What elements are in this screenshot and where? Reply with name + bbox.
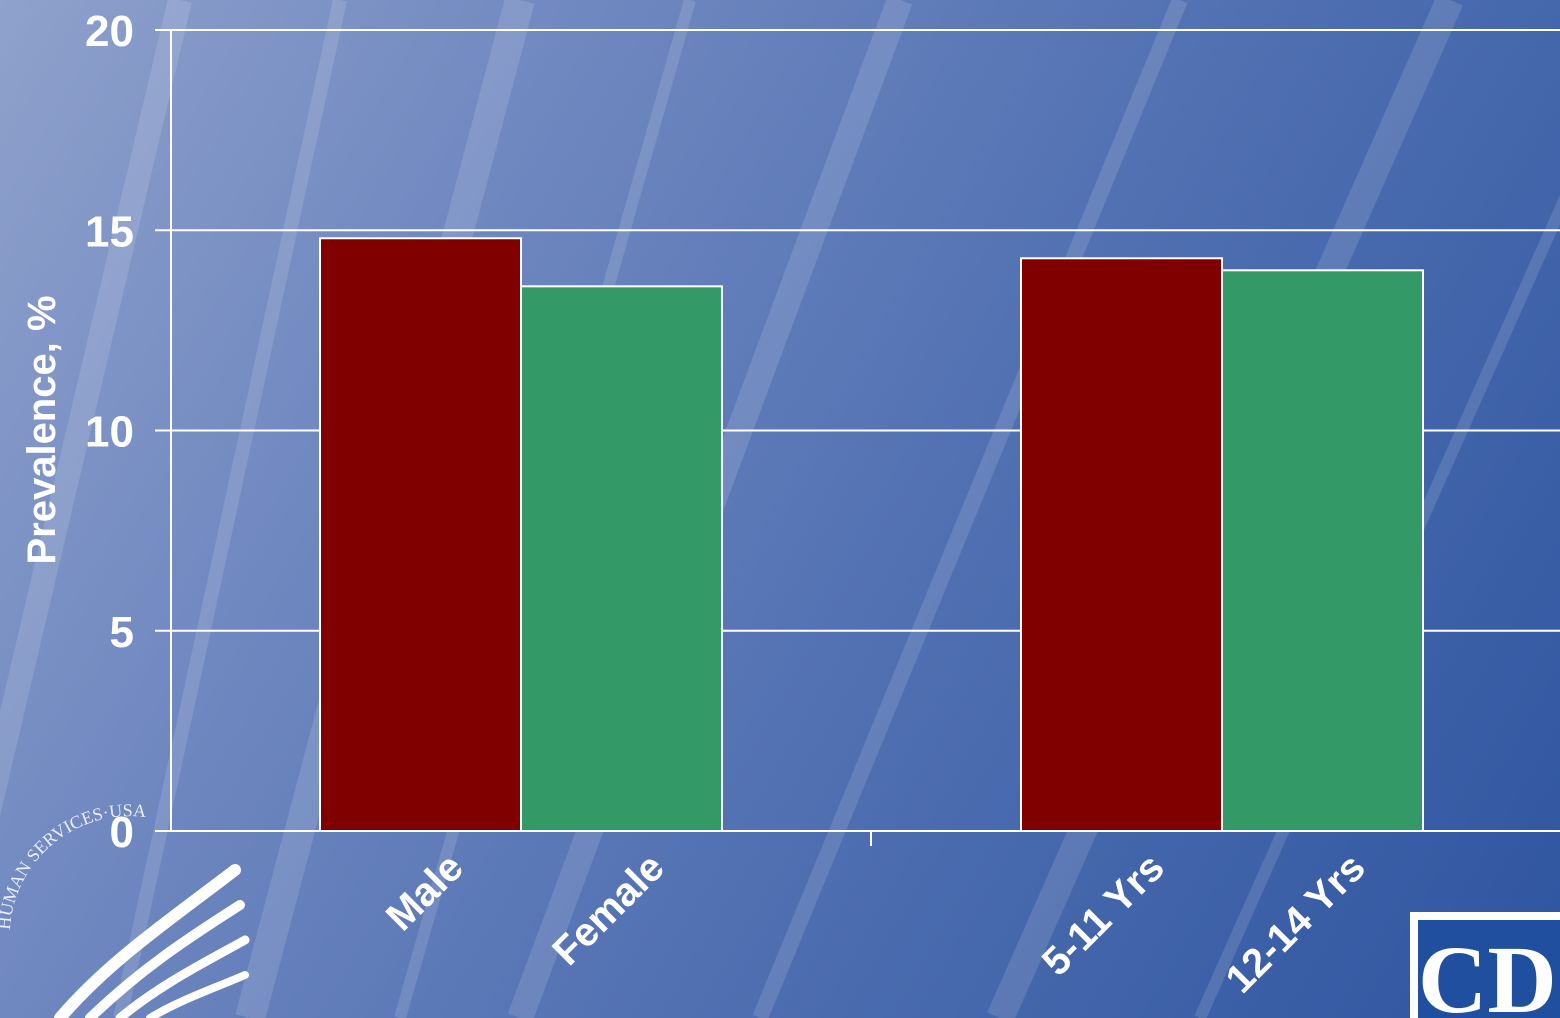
y-tick-label: 15	[85, 207, 134, 256]
y-tick-label: 5	[110, 608, 134, 657]
bar	[319, 237, 522, 832]
y-tick-label: 0	[110, 808, 134, 857]
y-tick-labels: 0 5 10 15 20	[85, 7, 134, 857]
y-axis-label: Prevalence, %	[20, 295, 64, 564]
bar	[1221, 269, 1424, 832]
cdc-logo: CDC	[1410, 912, 1560, 1018]
y-tick-label: 20	[85, 7, 134, 56]
svg-text:CDC: CDC	[1418, 926, 1560, 1018]
y-tick-label: 10	[85, 408, 134, 457]
bar	[1020, 257, 1223, 833]
bar	[520, 285, 723, 832]
bars	[319, 237, 1424, 833]
svg-text:HUMAN SERVICES·USA: HUMAN SERVICES·USA	[0, 800, 147, 930]
